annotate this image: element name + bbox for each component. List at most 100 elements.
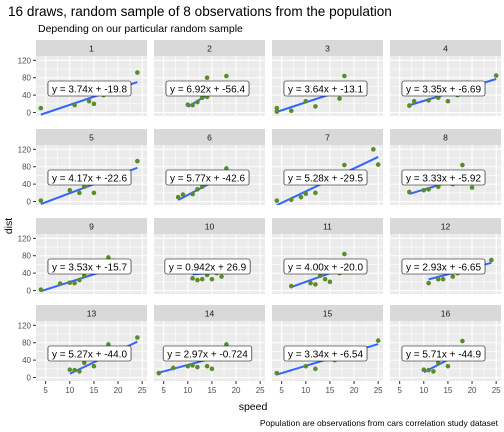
data-point (337, 96, 342, 101)
data-point (209, 366, 215, 372)
data-point (72, 367, 77, 373)
data-point (175, 194, 181, 200)
equation-label: y = 3.35x + -6.69 (401, 80, 486, 97)
data-point (77, 190, 82, 196)
data-point (185, 363, 191, 369)
data-point (435, 276, 441, 282)
strip-label: 3 (325, 44, 330, 54)
data-point (426, 98, 431, 103)
data-point (91, 190, 97, 196)
data-point (38, 287, 44, 292)
strip-background (272, 40, 383, 56)
data-point (375, 162, 381, 167)
y-tick-label: 40 (22, 180, 31, 189)
equation-text: y = 3.53x + -15.7 (52, 263, 127, 274)
x-tick-label: 20 (232, 386, 241, 395)
equation-label: y = 5.71x + -44.9 (401, 345, 486, 362)
equation-text: y = 0.942x + 26.9 (169, 263, 247, 274)
equation-label: y = 2.93x + -6.65 (401, 258, 486, 275)
data-point (72, 102, 77, 108)
x-tick-label: 15 (325, 386, 334, 395)
equation-text: y = 5.28x + -29.5 (288, 174, 363, 185)
strip-background (154, 40, 265, 56)
data-point (421, 367, 427, 372)
strip-background (272, 218, 383, 234)
equation-box (162, 345, 253, 362)
strip-background (36, 40, 147, 56)
equation-box (164, 258, 251, 275)
strip-label: 16 (441, 309, 451, 319)
x-tick-label: 5 (397, 386, 402, 395)
strip-background (36, 305, 147, 321)
data-point (375, 338, 381, 343)
panel-8: 8 y = 3.33x + -5.92 (390, 129, 501, 205)
data-point (224, 342, 229, 347)
strip-background (154, 218, 265, 234)
equation-label: y = 4.00x + -20.0 (283, 258, 368, 275)
strip-label: 14 (205, 309, 215, 319)
x-tick-label: 20 (468, 386, 477, 395)
data-point (289, 108, 294, 114)
x-tick-label: 20 (350, 386, 359, 395)
data-point (135, 335, 140, 340)
panel-4: 4 y = 3.35x + -6.69 (390, 40, 501, 116)
equation-box (401, 80, 486, 97)
strip-label: 7 (325, 133, 330, 143)
data-point (224, 73, 229, 79)
data-point (308, 280, 313, 286)
data-point (426, 280, 431, 286)
strip-label: 8 (443, 133, 448, 143)
data-point (445, 363, 451, 369)
data-point (67, 280, 73, 285)
data-point (342, 162, 347, 168)
equation-box (401, 169, 486, 186)
equation-text: y = 5.27x + -44.0 (52, 350, 127, 361)
data-point (371, 147, 376, 152)
data-point (67, 187, 73, 193)
chart-caption: Population are observations from cars co… (260, 418, 499, 428)
equation-box (47, 169, 132, 186)
equation-text: y = 6.92x + -56.4 (170, 85, 245, 96)
data-point (435, 184, 441, 190)
equation-label: y = 6.92x + -56.4 (165, 80, 250, 97)
x-tick-label: 10 (301, 386, 310, 395)
strip-background (36, 129, 147, 145)
panel-13: 13 y = 5.27x + -44.0 0 40 80 120 5 10 15 20 25 (18, 305, 147, 395)
panel-16: 16 y = 5.71x + -44.9 5 10 15 20 25 (390, 305, 501, 395)
panel-6: 6 y = 5.77x + -42.6 (154, 129, 265, 205)
data-point (313, 366, 318, 372)
data-point (274, 370, 280, 376)
x-tick-label: 25 (492, 386, 501, 395)
data-point (435, 360, 441, 366)
equation-label: y = 3.53x + -15.7 (47, 258, 132, 275)
data-point (469, 185, 475, 190)
equation-text: y = 2.97x + -0.724 (167, 350, 248, 361)
y-tick-label: 120 (18, 234, 32, 243)
strip-background (390, 40, 501, 56)
y-tick-label: 80 (22, 74, 31, 83)
data-point (489, 257, 494, 263)
strip-label: 4 (443, 44, 448, 54)
chart-title: 16 draws, random sample of 8 observation… (8, 4, 392, 19)
y-tick-label: 40 (22, 269, 31, 278)
strip-background (272, 129, 383, 145)
data-point (135, 70, 140, 75)
data-point (289, 283, 294, 289)
panel-2: 2 y = 6.92x + -56.4 (154, 40, 265, 116)
x-tick-label: 15 (207, 386, 216, 395)
y-tick-label: 80 (22, 163, 31, 172)
data-point (199, 184, 205, 190)
y-tick-label: 80 (22, 252, 31, 261)
strip-background (390, 218, 501, 234)
data-point (106, 255, 111, 260)
panel-15: 15 y = 3.34x + -6.54 5 10 15 20 25 (272, 305, 383, 395)
data-point (195, 187, 200, 192)
equation-text: y = 5.71x + -44.9 (406, 350, 481, 361)
equation-text: y = 3.34x + -6.54 (288, 350, 363, 361)
data-point (342, 251, 347, 257)
data-point (57, 281, 63, 286)
equation-box (165, 169, 250, 186)
data-point (38, 105, 44, 111)
data-point (317, 273, 323, 279)
equation-box (47, 80, 132, 97)
